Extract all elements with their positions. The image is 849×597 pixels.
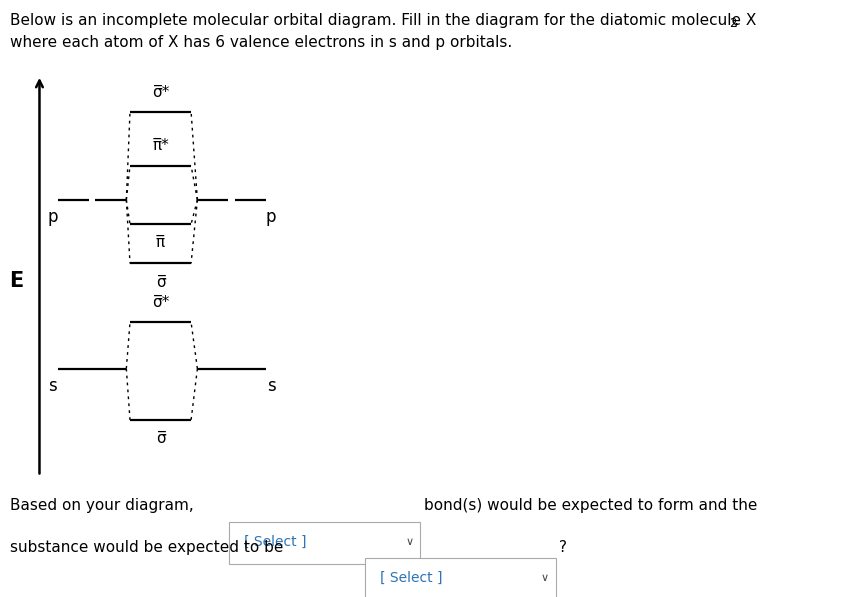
Text: π̅: π̅ (156, 235, 165, 250)
Text: σ̅: σ̅ (155, 431, 166, 446)
Text: E: E (8, 270, 23, 291)
Text: [ Select ]: [ Select ] (244, 535, 306, 549)
Text: ∨: ∨ (405, 537, 413, 547)
Text: π̅*: π̅* (152, 139, 169, 153)
Text: Based on your diagram,: Based on your diagram, (10, 498, 194, 513)
Text: ∨: ∨ (541, 573, 549, 583)
Text: p: p (48, 208, 58, 226)
Text: p: p (266, 208, 276, 226)
Text: where each atom of X has 6 valence electrons in s and p orbitals.: where each atom of X has 6 valence elect… (10, 35, 513, 50)
Text: [ Select ]: [ Select ] (380, 571, 442, 585)
Text: s: s (267, 377, 275, 395)
Text: σ̅: σ̅ (155, 275, 166, 290)
Text: Below is an incomplete molecular orbital diagram. Fill in the diagram for the di: Below is an incomplete molecular orbital… (10, 13, 756, 28)
Text: σ̅*: σ̅* (152, 85, 169, 100)
Text: s: s (48, 377, 57, 395)
Text: substance would be expected to be: substance would be expected to be (10, 540, 284, 555)
Text: ?: ? (559, 540, 566, 555)
Text: σ̅*: σ̅* (152, 295, 169, 310)
Text: bond(s) would be expected to form and the: bond(s) would be expected to form and th… (424, 498, 758, 513)
Text: 2: 2 (729, 17, 737, 30)
Text: ,: , (734, 13, 739, 28)
